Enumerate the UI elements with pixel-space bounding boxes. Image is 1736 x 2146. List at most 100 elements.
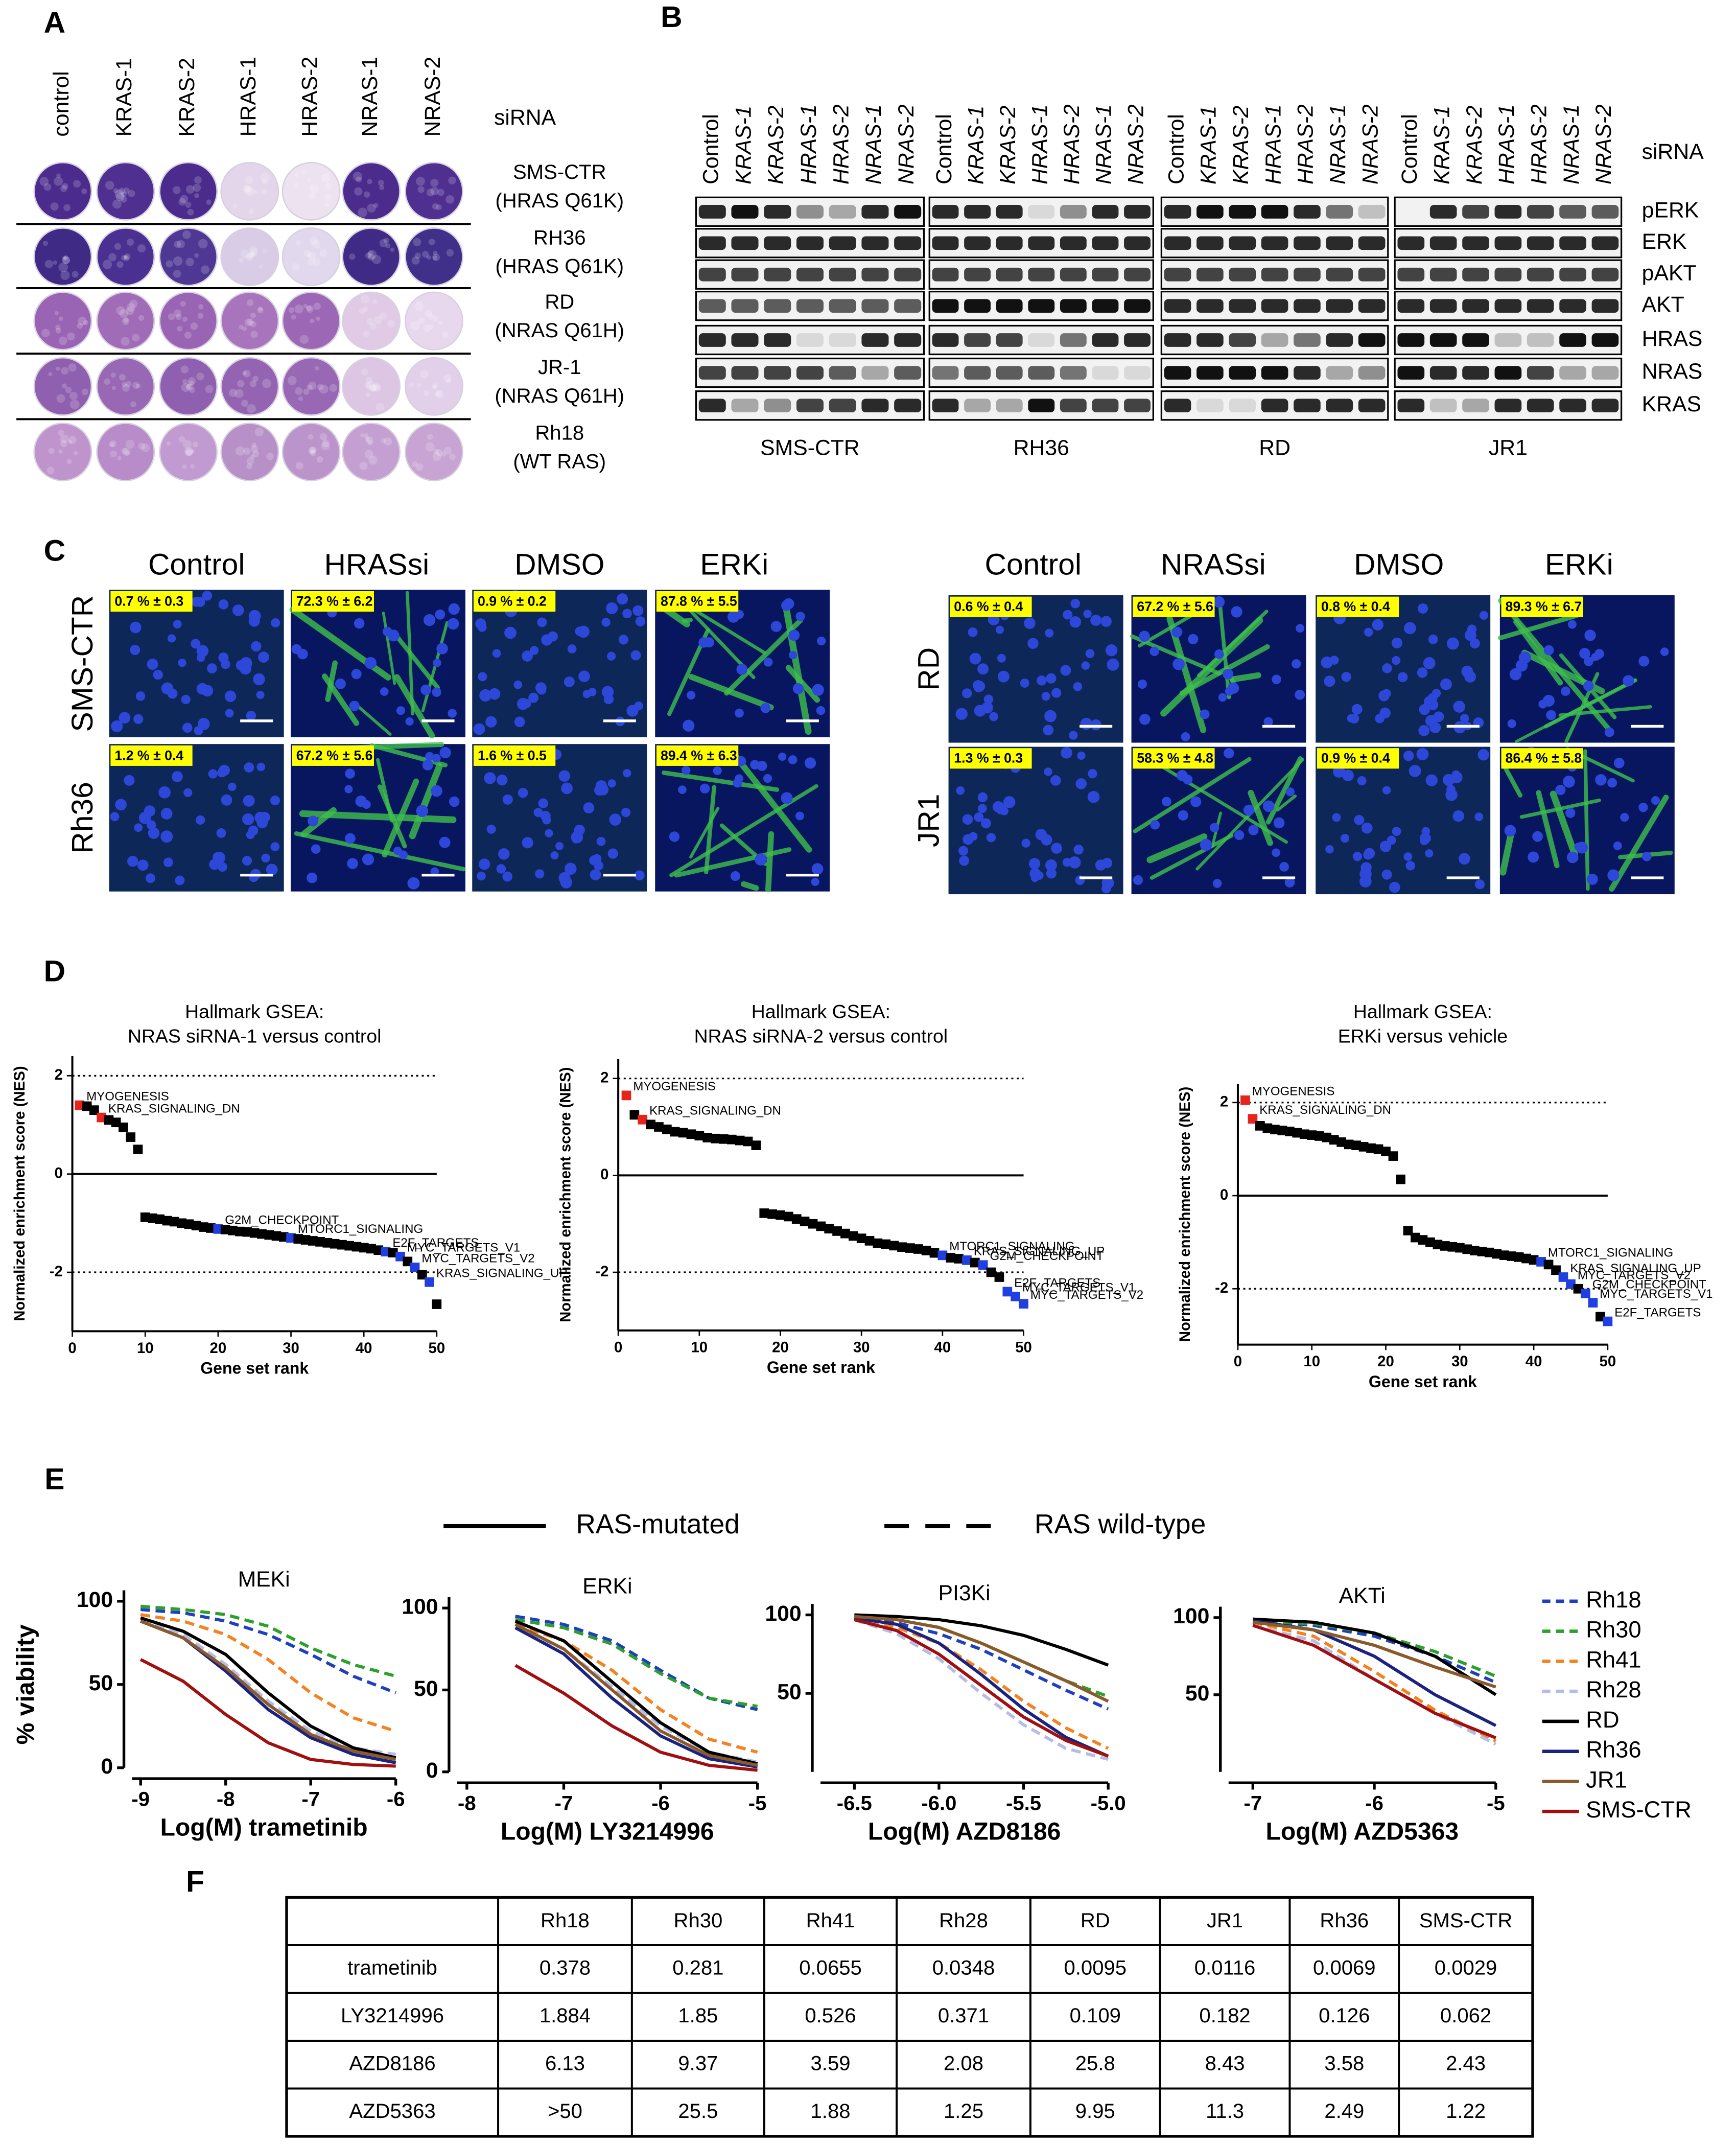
well-speckle: [324, 193, 332, 201]
nucleus: [1324, 675, 1335, 687]
x-tick-label: 50: [1600, 1353, 1616, 1370]
nucleus: [1405, 861, 1415, 871]
well-speckle: [206, 199, 211, 204]
well-speckle: [296, 462, 303, 470]
lane-label: HRAS-2: [829, 104, 853, 184]
well-speckle: [63, 256, 70, 264]
nucleus: [735, 709, 744, 718]
well-speckle: [194, 193, 199, 198]
band: [894, 236, 921, 250]
nucleus: [781, 792, 792, 804]
well-speckle: [190, 464, 195, 469]
nucleus: [622, 609, 632, 618]
band: [964, 205, 991, 219]
nucleus: [728, 611, 739, 623]
well-speckle: [205, 385, 214, 393]
nucleus: [110, 812, 119, 821]
well-speckle: [138, 315, 144, 321]
well-speckle: [243, 448, 250, 455]
nucleus: [1045, 859, 1057, 871]
well-speckle: [54, 177, 63, 186]
nucleus: [133, 714, 143, 724]
nucleus: [365, 657, 377, 669]
well-speckle: [292, 263, 300, 271]
nucleus: [435, 610, 445, 620]
nucleus: [1389, 882, 1400, 893]
well-speckle: [420, 370, 429, 379]
band: [1397, 205, 1424, 219]
x-tick-label: 30: [1451, 1353, 1468, 1370]
nucleus: [1642, 852, 1651, 861]
well-speckle: [56, 367, 60, 371]
nucleus: [217, 828, 226, 838]
nucleus: [1546, 710, 1556, 720]
band: [996, 366, 1023, 380]
well-speckle: [379, 185, 384, 190]
nucleus: [1447, 638, 1459, 650]
well-speckle: [111, 372, 116, 378]
data-point: [425, 1277, 434, 1287]
nucleus: [1532, 831, 1543, 842]
data-point: [119, 1123, 128, 1132]
nucleus: [1416, 748, 1428, 760]
nucleus: [153, 670, 163, 680]
column-header: JR1: [1207, 1909, 1243, 1932]
nucleus: [1042, 692, 1050, 701]
nucleus: [251, 641, 261, 651]
band: [1462, 236, 1489, 250]
band: [996, 205, 1023, 219]
nucleus: [248, 826, 259, 836]
nucleus: [535, 682, 547, 693]
well-speckle: [58, 450, 62, 454]
nucleus: [558, 872, 570, 884]
well-speckle: [258, 307, 263, 311]
nucleus: [1051, 688, 1061, 697]
nucleus: [789, 651, 797, 659]
nucleus: [1090, 615, 1101, 626]
nucleus: [1426, 774, 1438, 786]
band: [1559, 268, 1586, 282]
nucleus: [514, 716, 525, 727]
cell-line-label: SMS-CTR: [760, 435, 860, 460]
lane-label: NRAS-1: [1559, 104, 1584, 184]
nucleus: [561, 782, 573, 794]
table-cell: 3.59: [811, 2052, 851, 2074]
band: [1430, 236, 1457, 250]
band: [861, 333, 888, 347]
band: [1559, 399, 1586, 412]
band: [1559, 205, 1586, 219]
percentage: 1.6 % ± 0.5: [478, 748, 547, 763]
nucleus: [243, 795, 255, 807]
nucleus: [478, 672, 487, 681]
nucleus: [1465, 629, 1476, 641]
nucleus: [1102, 858, 1112, 868]
nucleus: [137, 859, 149, 871]
nucleus: [1453, 701, 1465, 713]
nucleus: [1477, 749, 1489, 760]
nucleus: [572, 835, 580, 844]
nucleus: [687, 691, 695, 699]
nucleus: [1073, 845, 1083, 854]
well-speckle: [364, 191, 370, 197]
nucleus: [1027, 638, 1039, 649]
nucleus: [181, 695, 191, 704]
band: [699, 333, 726, 347]
well-speckle: [325, 202, 330, 207]
well-speckle: [262, 189, 267, 194]
nucleus: [1354, 815, 1364, 825]
nucleus: [1584, 629, 1596, 641]
well-speckle: [307, 178, 311, 182]
nucleus: [1075, 778, 1087, 789]
nucleus: [173, 620, 182, 628]
band: [1197, 299, 1224, 313]
nucleus: [432, 754, 441, 762]
well-speckle: [442, 332, 448, 337]
well-speckle: [130, 401, 136, 407]
panel-label: D: [44, 955, 65, 988]
nucleus: [1286, 787, 1295, 796]
nucleus: [963, 834, 973, 845]
x-tick-label: 40: [356, 1340, 372, 1357]
band: [1261, 268, 1288, 282]
nucleus: [1214, 649, 1224, 659]
percentage: 58.3 % ± 4.8: [1137, 751, 1213, 766]
